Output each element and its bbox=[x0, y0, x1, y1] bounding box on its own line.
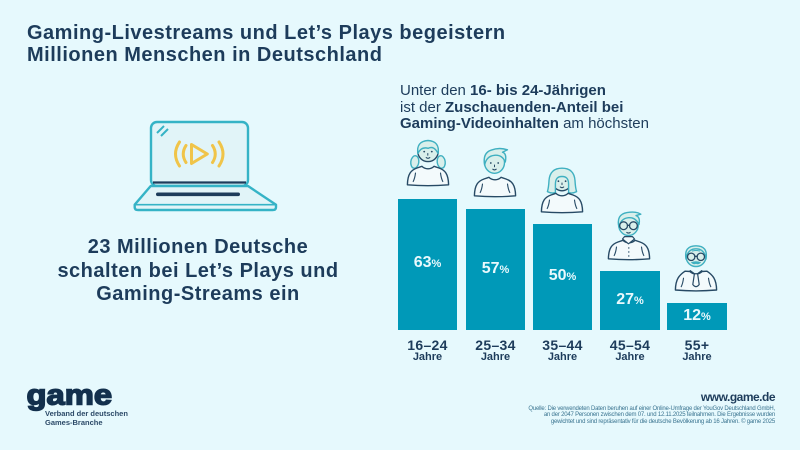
svg-text:game: game bbox=[26, 378, 112, 411]
